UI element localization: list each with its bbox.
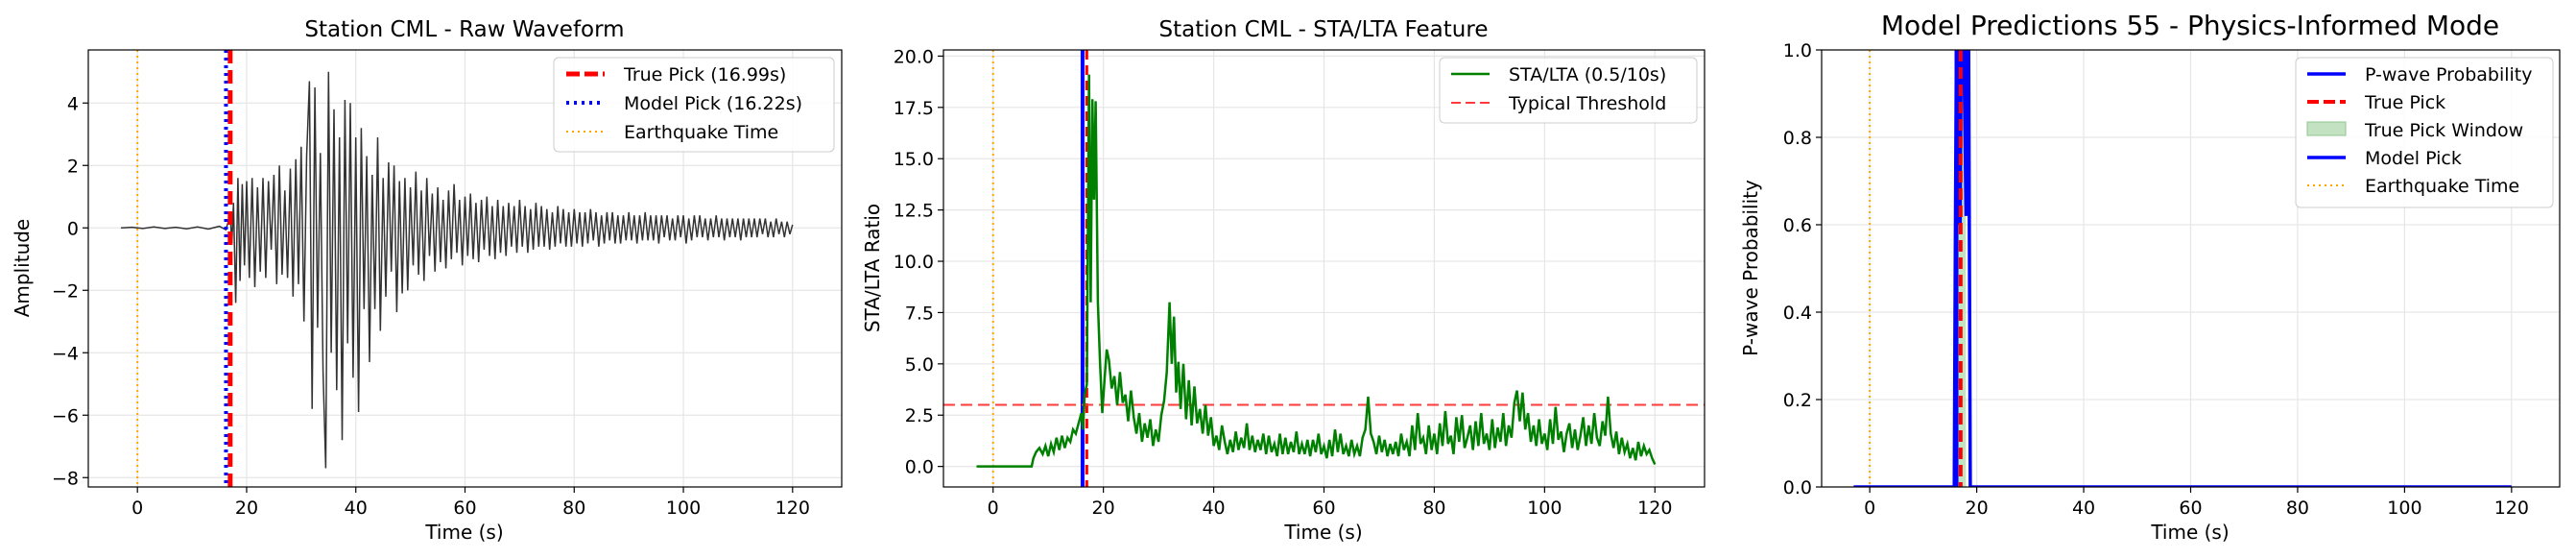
legend-label-model-pick: Model Pick (16.22s) (624, 93, 802, 114)
x-ticks: 0 20 40 60 80 100 120 (988, 487, 1672, 519)
y-tick-label: 20.0 (894, 46, 934, 67)
x-tick-label: 100 (1527, 498, 1562, 519)
waveform-line (121, 71, 794, 469)
y-tick-label: 0.0 (1783, 477, 1812, 498)
x-ticks: 0 20 40 60 80 100 120 (1864, 487, 2529, 519)
legend-box (2295, 57, 2554, 208)
y-ticks: 0.0 2.5 5.0 7.5 10.0 12.5 15.0 17.5 20.0 (894, 46, 943, 478)
y-axis-label: P-wave Probability (1739, 180, 1762, 356)
y-tick-label: 0 (67, 218, 79, 239)
y-tick-label: 4 (67, 93, 79, 114)
x-tick-label: 100 (2387, 498, 2421, 519)
x-tick-label: 20 (1092, 498, 1115, 519)
legend-label-true-pick: True Pick (16.99s) (623, 64, 786, 85)
legend-label-window: True Pick Window (2364, 120, 2523, 141)
legend: STA/LTA (0.5/10s) Typical Threshold (1439, 57, 1698, 124)
legend-swatch-window (2306, 121, 2347, 136)
x-tick-label: 40 (1202, 498, 1225, 519)
y-tick-label: −6 (52, 405, 79, 426)
y-tick-label: 0.2 (1783, 390, 1812, 411)
x-tick-label: 0 (988, 498, 999, 519)
y-tick-label: 12.5 (894, 201, 934, 222)
plot-area (943, 50, 1705, 487)
panel-raw-waveform: Station CML - Raw Waveform 0 20 40 60 80 100 1… (11, 17, 843, 544)
plot-area (121, 50, 794, 487)
y-ticks: 0.0 0.2 0.4 0.6 0.8 1.0 (1783, 40, 1822, 498)
y-tick-label: 7.5 (905, 303, 934, 324)
y-axis-label: STA/LTA Ratio (861, 204, 884, 332)
y-tick-label: 2.5 (905, 405, 934, 426)
chart-title: Model Predictions 55 - Physics-Informed … (1881, 10, 2499, 41)
sta-lta-line (976, 74, 1657, 468)
x-tick-label: 80 (1422, 498, 1445, 519)
x-tick-label: 60 (2179, 498, 2202, 519)
legend-box (1439, 57, 1698, 124)
x-tick-label: 100 (666, 498, 701, 519)
y-tick-label: 1.0 (1783, 40, 1812, 61)
panel-model-predictions: Model Predictions 55 - Physics-Informed … (1739, 10, 2561, 544)
x-axis-label: Time (s) (1283, 521, 1362, 544)
legend: P-wave Probability True Pick True Pick W… (2295, 57, 2554, 208)
x-tick-label: 120 (1637, 498, 1672, 519)
x-tick-label: 60 (453, 498, 476, 519)
y-tick-label: 0.8 (1783, 128, 1812, 149)
x-tick-label: 60 (1312, 498, 1335, 519)
y-tick-label: 10.0 (894, 252, 934, 273)
legend-label-probability: P-wave Probability (2365, 64, 2533, 85)
plot-area (1853, 50, 2512, 487)
x-axis-label: Time (s) (424, 521, 503, 544)
y-tick-label: 15.0 (894, 149, 934, 170)
y-axis-label: Amplitude (11, 219, 34, 318)
x-tick-label: 120 (2494, 498, 2529, 519)
legend-box (553, 57, 835, 153)
chart-title: Station CML - STA/LTA Feature (1159, 17, 1489, 42)
y-tick-label: 5.0 (905, 354, 934, 376)
legend-label-sta-lta: STA/LTA (0.5/10s) (1509, 64, 1666, 85)
x-tick-label: 120 (775, 498, 810, 519)
x-tick-label: 20 (235, 498, 258, 519)
x-axis-label: Time (s) (2150, 521, 2229, 544)
panel-sta-lta: Station CML - STA/LTA Feature 0 20 40 60 80 1… (861, 17, 1705, 544)
legend-label-earthquake: Earthquake Time (624, 122, 778, 143)
y-tick-label: −4 (52, 343, 79, 364)
x-tick-label: 40 (345, 498, 368, 519)
grid (943, 50, 1705, 487)
x-tick-label: 40 (2072, 498, 2095, 519)
y-tick-label: 0.4 (1783, 303, 1812, 324)
y-tick-label: 0.6 (1783, 215, 1812, 236)
legend-label-earthquake: Earthquake Time (2365, 176, 2519, 197)
y-tick-label: −2 (52, 280, 79, 302)
x-ticks: 0 20 40 60 80 100 120 (131, 487, 810, 519)
legend-label-model-pick: Model Pick (2365, 148, 2462, 169)
x-tick-label: 20 (1966, 498, 1989, 519)
legend-label-threshold: Typical Threshold (1508, 93, 1666, 114)
x-tick-label: 0 (1864, 498, 1875, 519)
legend-label-true-pick: True Pick (2364, 92, 2445, 113)
x-tick-label: 80 (562, 498, 585, 519)
x-tick-label: 0 (131, 498, 143, 519)
y-ticks: −8 −6 −4 −2 0 2 4 (52, 93, 88, 489)
y-tick-label: 17.5 (894, 98, 934, 119)
legend: True Pick (16.99s) Model Pick (16.22s) E… (553, 57, 835, 153)
x-tick-label: 80 (2286, 498, 2309, 519)
y-tick-label: 0.0 (905, 457, 934, 478)
y-tick-label: 2 (67, 156, 79, 177)
chart-title: Station CML - Raw Waveform (304, 17, 624, 42)
probability-line (1853, 50, 2512, 487)
y-tick-label: −8 (52, 468, 79, 489)
